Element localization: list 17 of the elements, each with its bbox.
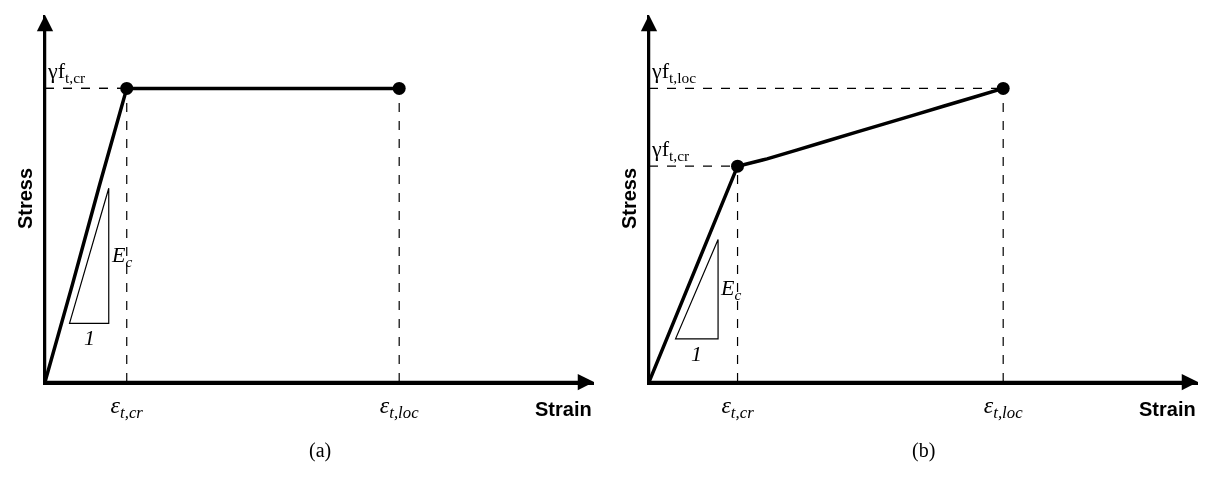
text: (b) — [912, 439, 936, 462]
x-axis-title: Strain — [535, 398, 592, 420]
x-tick-label: ε$_{t,loc}$ — [379, 392, 420, 423]
x-tick-label: ε$_{t,loc}$ — [983, 392, 1024, 423]
y-axis-title: Stress — [13, 167, 36, 230]
x-axis-title: Strain — [1139, 398, 1196, 420]
text: (a) — [309, 439, 332, 462]
annotation: E$_{c}$ — [111, 242, 133, 270]
x-tick-label: ε$_{t,cr}$ — [721, 392, 755, 423]
y-axis-title: Stress — [617, 167, 640, 230]
text: γf$_{t,cr}$ — [47, 58, 86, 86]
annotation: 1 — [84, 325, 95, 350]
annotation: 1 — [691, 341, 702, 366]
text: γf$_{t,loc}$ — [651, 58, 697, 86]
annotation: γf$_{t,cr}$ — [651, 136, 690, 164]
annotation: E$_{c}$ — [720, 275, 742, 303]
x-tick-label: ε$_{t,cr}$ — [110, 392, 144, 423]
